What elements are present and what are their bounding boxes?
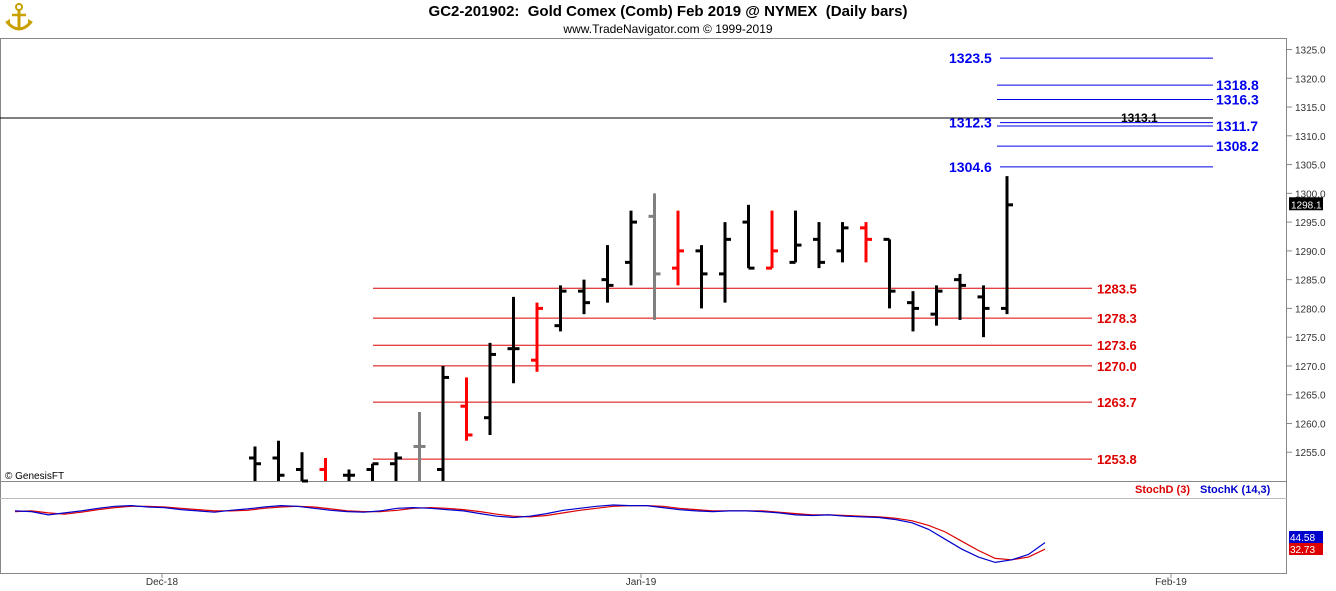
ohlc-bar bbox=[672, 210, 684, 286]
ohlc-bar bbox=[719, 222, 731, 303]
anchor-icon bbox=[5, 3, 33, 31]
ohlc-bar bbox=[413, 411, 426, 481]
stoch-k-line bbox=[14, 504, 1046, 564]
watermark: © GenesisFT bbox=[5, 471, 64, 482]
resistance-label: 1323.5 bbox=[949, 50, 992, 66]
ohlc-bar bbox=[1001, 176, 1013, 315]
x-axis: Dec-18 Jan-19 Feb-19 bbox=[146, 574, 1187, 588]
ohlc-bars bbox=[249, 176, 1013, 483]
ohlc-bar bbox=[366, 462, 379, 481]
ohlc-bar bbox=[766, 210, 778, 270]
ohlc-bar bbox=[249, 446, 261, 481]
x-tick-label: Feb-19 bbox=[1155, 577, 1187, 588]
y-tick-label: 1275.0 bbox=[1295, 333, 1326, 344]
resistance-label: 1304.6 bbox=[949, 159, 992, 175]
plot-border bbox=[0, 38, 1287, 574]
ohlc-bar bbox=[954, 273, 966, 320]
reference-label: 1313.1 bbox=[1121, 111, 1158, 125]
support-label: 1270.0 bbox=[1097, 359, 1137, 374]
ohlc-bar bbox=[695, 245, 708, 309]
stoch-d-tag bbox=[1289, 543, 1323, 555]
y-tick-label: 1285.0 bbox=[1295, 276, 1326, 287]
support-label: 1263.7 bbox=[1097, 395, 1137, 410]
ohlc-bar bbox=[813, 222, 825, 269]
ohlc-bar bbox=[319, 457, 327, 481]
support-label: 1278.3 bbox=[1097, 311, 1137, 326]
ohlc-bar bbox=[343, 469, 355, 481]
y-tick-label: 1255.0 bbox=[1295, 448, 1326, 459]
ohlc-bar bbox=[484, 342, 496, 435]
ohlc-bar bbox=[531, 302, 543, 372]
ohlc-bar bbox=[977, 285, 990, 338]
y-tick-label: 1300.0 bbox=[1295, 189, 1326, 200]
ohlc-bar bbox=[554, 285, 567, 332]
ohlc-bar bbox=[648, 193, 661, 320]
ohlc-bar bbox=[578, 279, 590, 315]
stoch-k-legend: StochK (14,3) bbox=[1200, 484, 1271, 496]
ohlc-bar bbox=[390, 452, 402, 481]
ohlc-bar bbox=[883, 237, 896, 309]
last-price-tag bbox=[1289, 197, 1323, 211]
ohlc-bar bbox=[601, 245, 614, 303]
ohlc-bar bbox=[625, 210, 637, 286]
ohlc-bar bbox=[789, 210, 802, 264]
stoch-d-legend: StochD (3) bbox=[1135, 484, 1190, 496]
ohlc-bar bbox=[860, 222, 872, 263]
ohlc-bar bbox=[507, 296, 520, 384]
last-price-label: 1298.1 bbox=[1291, 200, 1322, 211]
chart-title: GC2-201902: Gold Comex (Comb) Feb 2019 @… bbox=[428, 3, 908, 20]
ohlc-bar bbox=[437, 365, 449, 481]
y-tick-label: 1310.0 bbox=[1295, 132, 1326, 143]
chart-frame bbox=[0, 38, 1287, 574]
y-tick-label: 1295.0 bbox=[1295, 218, 1326, 229]
stoch-d-line bbox=[14, 505, 1046, 561]
y-tick-label: 1305.0 bbox=[1295, 161, 1326, 172]
resistance-label: 1312.3 bbox=[949, 115, 992, 131]
ohlc-bar bbox=[907, 291, 919, 332]
y-tick-label: 1290.0 bbox=[1295, 247, 1326, 258]
resistance-label: 1316.3 bbox=[1216, 92, 1259, 108]
ohlc-bar bbox=[742, 204, 755, 270]
ohlc-bar bbox=[296, 452, 308, 483]
resistance-label: 1308.2 bbox=[1216, 138, 1259, 154]
y-tick-label: 1280.0 bbox=[1295, 304, 1326, 315]
resistance-label: 1311.7 bbox=[1216, 118, 1258, 134]
chart-header: GC2-201902: Gold Comex (Comb) Feb 2019 @… bbox=[0, 0, 1336, 38]
resistance-label: 1318.8 bbox=[1216, 77, 1259, 93]
chart-subtitle: www.TradeNavigator.com © 1999-2019 bbox=[563, 22, 773, 36]
ohlc-bar bbox=[272, 440, 285, 481]
support-label: 1283.5 bbox=[1097, 281, 1137, 296]
y-axis: 1325.0 1320.0 1315.0 1310.0 1305.0 1300.0 1295… bbox=[1287, 46, 1326, 459]
y-tick-label: 1325.0 bbox=[1295, 46, 1326, 57]
y-tick-label: 1265.0 bbox=[1295, 391, 1326, 402]
ohlc-bar bbox=[460, 377, 473, 441]
stoch-k-tag bbox=[1289, 531, 1323, 543]
stoch-d-value: 32.73 bbox=[1290, 545, 1315, 556]
x-tick-label: Dec-18 bbox=[146, 577, 179, 588]
y-tick-label: 1315.0 bbox=[1295, 103, 1326, 114]
y-tick-label: 1270.0 bbox=[1295, 362, 1326, 373]
ohlc-bar bbox=[836, 222, 849, 263]
ohlc-bar bbox=[930, 285, 943, 326]
y-tick-label: 1260.0 bbox=[1295, 419, 1326, 430]
stoch-k-value: 44.58 bbox=[1290, 533, 1315, 544]
y-tick-label: 1320.0 bbox=[1295, 74, 1326, 85]
support-label: 1273.6 bbox=[1097, 338, 1137, 353]
x-tick-label: Jan-19 bbox=[626, 577, 657, 588]
support-label: 1253.8 bbox=[1097, 452, 1137, 467]
